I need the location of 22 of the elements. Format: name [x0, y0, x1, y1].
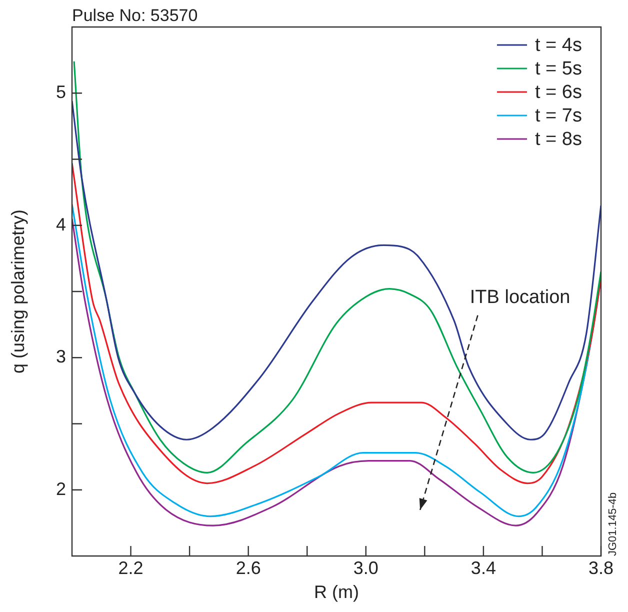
- legend-label: t = 4s: [535, 35, 582, 56]
- text: JG01.145-4b: [607, 492, 620, 556]
- line-series: [72, 162, 601, 484]
- y-tick-label: 5: [56, 82, 66, 102]
- y-tick-label: 2: [56, 478, 66, 499]
- x-axis-title: R (m): [314, 582, 359, 602]
- legend-label: t = 8s: [535, 129, 582, 150]
- x-tick-label: 3.8: [588, 558, 614, 578]
- legend-label: t = 6s: [535, 82, 582, 104]
- chart-title: Pulse No: 53570: [72, 6, 198, 26]
- y-axis-title: q (using polarimetry): [8, 209, 28, 374]
- x-tick-label: 2.2: [118, 558, 144, 578]
- x-tick-label: 3.4: [470, 558, 496, 578]
- line-series: [73, 60, 601, 474]
- line-series: [72, 100, 601, 440]
- x-tick-label: 2.6: [236, 558, 261, 578]
- annotation: ITB location: [470, 287, 570, 308]
- legend-label: t = 7s: [535, 106, 582, 127]
- y-tick-label: 3: [56, 346, 66, 367]
- y-tick-label: 4: [56, 214, 66, 234]
- x-tick-label: 3.0: [353, 558, 378, 578]
- legend-label: t = 5s: [535, 58, 582, 80]
